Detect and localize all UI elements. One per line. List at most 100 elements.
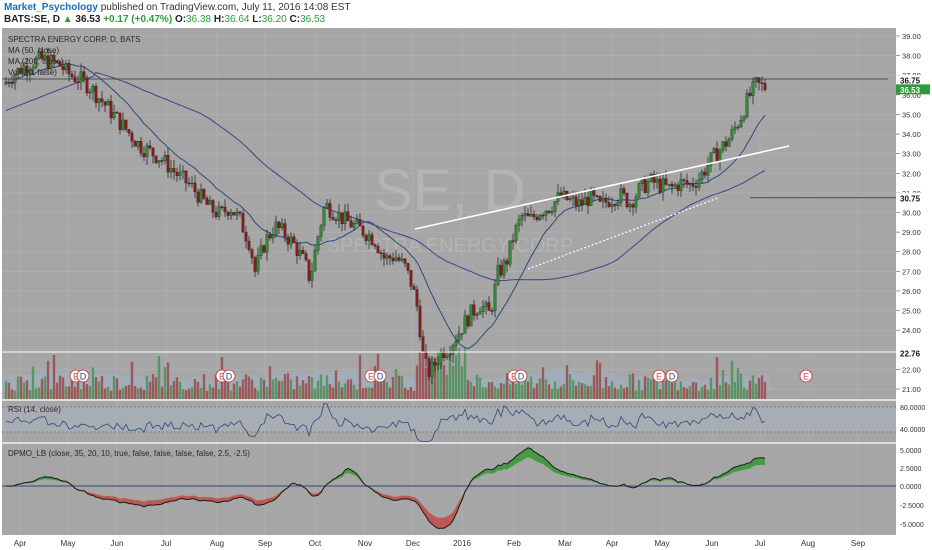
candle-body [154, 155, 158, 163]
dpmo-fill [123, 498, 126, 503]
volume-bar [730, 360, 734, 399]
volume-bar [622, 388, 626, 399]
volume-bar [187, 388, 191, 399]
candle-body [277, 221, 281, 229]
candle-body [703, 171, 707, 176]
dpmo-fill [540, 455, 543, 465]
candle-body [16, 67, 20, 75]
candle-body [64, 63, 68, 71]
candle-body [121, 119, 125, 130]
candle-body [271, 235, 275, 239]
candle-body [319, 225, 323, 237]
chart-title: SPECTRA ENERGY CORP, D, BATS [8, 35, 140, 44]
volume-bar [211, 387, 215, 399]
volume-bar [454, 355, 458, 399]
dividend-marker[interactable] [514, 369, 528, 383]
rsi-tick-label: 80.0000 [900, 405, 925, 412]
candle-body [265, 234, 269, 253]
candle-body [214, 212, 218, 217]
volume-bar [706, 389, 710, 399]
volume-bar [463, 347, 467, 399]
volume-bar [70, 378, 74, 399]
volume-bar [748, 380, 752, 399]
volume-bar [28, 389, 32, 399]
dividend-marker[interactable] [76, 369, 90, 383]
volume-bar [280, 381, 284, 399]
dpmo-fill [537, 453, 540, 464]
volume-bar [79, 389, 83, 399]
candle-body [628, 204, 632, 208]
volume-bar [571, 380, 575, 399]
volume-bar [739, 373, 743, 399]
candle-body [139, 141, 143, 154]
volume-bar [106, 386, 110, 399]
dpmo-fill [525, 447, 528, 459]
volume-bar [157, 356, 161, 399]
dpmo-fill [171, 497, 174, 502]
candle-body [184, 170, 188, 184]
dividend-marker[interactable] [222, 369, 236, 383]
dpmo-fill [420, 501, 423, 512]
volume-bar [226, 378, 230, 399]
volume-bar [742, 387, 746, 399]
dpmo-line [5, 447, 766, 529]
dpmo-fill [150, 500, 153, 506]
event-label: D [377, 372, 384, 382]
candle-body [724, 141, 728, 147]
rsi-tick-label: 40.0000 [900, 427, 925, 434]
lower-trendline[interactable] [527, 197, 719, 270]
volume-bar [499, 383, 503, 399]
candle-body [385, 255, 389, 259]
candle-body [256, 255, 260, 272]
volume-bar [100, 376, 104, 399]
candle-body [220, 206, 224, 208]
price-tick-label: 26.00 [902, 287, 921, 296]
volume-bar [718, 385, 722, 399]
earnings-marker[interactable] [799, 369, 813, 383]
dpmo-fill [426, 508, 429, 522]
candle-body [166, 155, 170, 173]
earnings-marker[interactable] [652, 369, 666, 383]
volume-bar [307, 376, 311, 399]
candle-body [454, 340, 458, 346]
gridlines [2, 28, 896, 535]
candle-body [580, 199, 584, 206]
candle-body [97, 98, 101, 103]
volume-bar [115, 378, 119, 399]
candle-body [103, 101, 107, 106]
volume-bar [754, 383, 758, 399]
price-tick-label: 39.00 [902, 32, 921, 41]
candle-body [427, 358, 431, 377]
volume-bar [673, 370, 677, 399]
dpmo-fill [747, 462, 750, 469]
candle-body [211, 200, 215, 213]
volume-bar [406, 389, 410, 399]
author-link[interactable]: Market_Psychology [4, 2, 98, 13]
high-label: H: [213, 14, 225, 25]
volume-bar [334, 370, 338, 399]
dpmo-fill [429, 512, 432, 525]
dpmo-fill [495, 465, 498, 473]
upper-trendline[interactable] [414, 145, 790, 230]
support-price-label: 30.75 [900, 194, 921, 203]
dividend-marker[interactable] [665, 369, 679, 383]
candle-body [646, 181, 650, 193]
dpmo-fill [231, 495, 234, 501]
dividend-marker[interactable] [373, 369, 387, 383]
dpmo-tick-label: 0.0000 [900, 484, 922, 491]
candle-body [259, 245, 263, 256]
volume-bar [628, 374, 632, 399]
candle-body [610, 204, 614, 207]
dpmo-fill [516, 453, 519, 464]
volume-bar [457, 348, 461, 399]
volume-bar [127, 384, 131, 399]
candle-body [700, 171, 704, 180]
volume-bar [19, 376, 23, 399]
candle-body [538, 214, 542, 220]
candle-body [526, 213, 530, 217]
candle-body [520, 215, 524, 220]
volume-bar [112, 376, 116, 399]
dpmo-fill [453, 507, 456, 521]
